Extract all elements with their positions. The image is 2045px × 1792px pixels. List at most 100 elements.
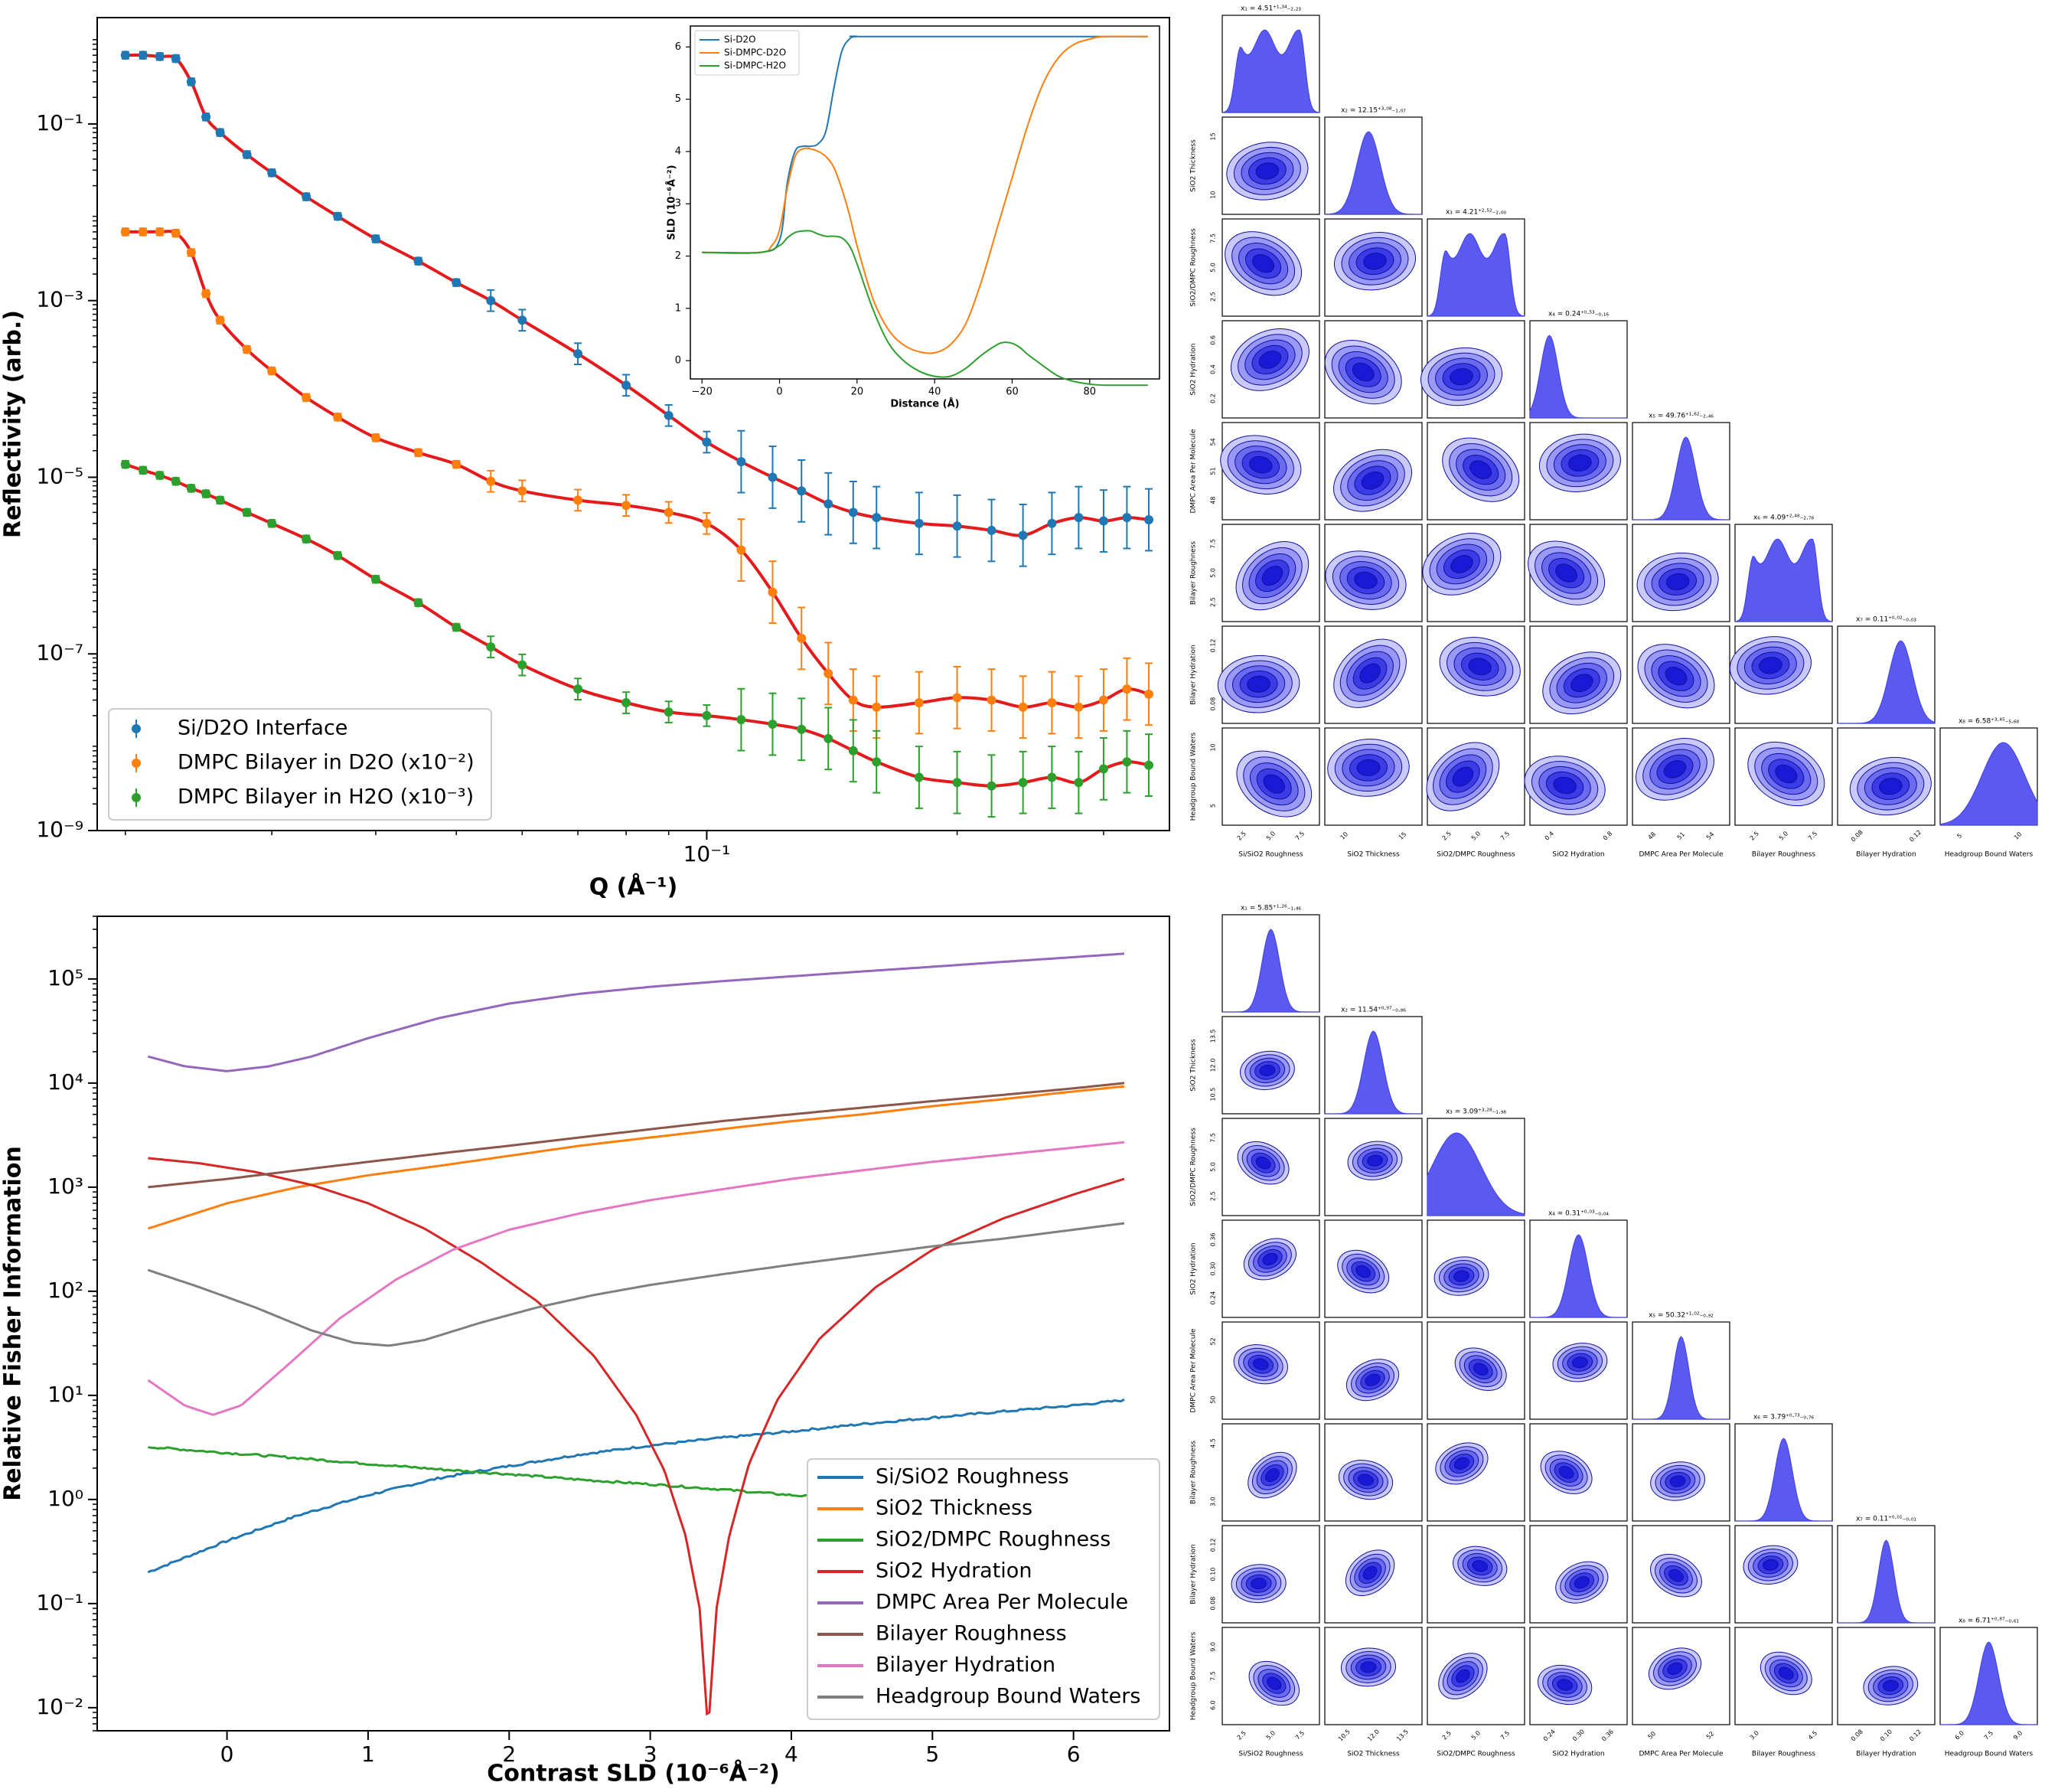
fisher-chart: 10⁵ 10⁴ 10³ 10² 10¹ 10⁰ 10⁻¹ 10⁻² 0 1 2 3 4 5 6 Contras… — [0, 916, 1160, 1787]
corner-x-axis-label: DMPC Area Per Molecule — [1639, 1751, 1724, 1758]
corner-ytick-label: 50 — [1210, 1396, 1217, 1404]
corner-x-axis-label: Si/SiO2 Roughness — [1238, 1751, 1303, 1758]
marker — [120, 51, 130, 60]
marginal-histogram: x₆ = 3.79⁺⁰·⁷³₋₀.₇₆ — [1734, 1414, 1833, 1522]
marker — [768, 720, 778, 730]
corner-xtick-label: 2.5 — [1236, 1729, 1248, 1741]
contour-level — [1453, 1457, 1469, 1470]
marker — [573, 495, 583, 505]
corner-x-axis-label: SiO2 Thickness — [1347, 1751, 1400, 1758]
marker — [186, 483, 196, 493]
corner-xtick-label: 5.0 — [1778, 830, 1789, 841]
contour-level — [1878, 777, 1903, 795]
contour-level — [1358, 1474, 1374, 1486]
corner-xtick-label: 7.5 — [1294, 830, 1306, 841]
data-point — [736, 518, 746, 582]
fisher-line-5 — [148, 1082, 1125, 1189]
density-fill — [1735, 1438, 1832, 1522]
density-fill — [1940, 1641, 2037, 1725]
reflectivity-ytick-label: 10⁻⁹ — [36, 817, 83, 842]
corner-ytick-label: 4.5 — [1210, 1438, 1217, 1448]
contour-level — [1775, 764, 1798, 784]
corner-xtick-label: 5 — [1955, 832, 1963, 840]
data-point — [952, 665, 962, 730]
marker — [573, 684, 583, 694]
contour-level — [1252, 254, 1275, 273]
contour-panel — [1729, 625, 1833, 724]
data-point — [848, 719, 858, 783]
marker — [413, 598, 423, 608]
data-point — [242, 344, 252, 354]
corner-x-axis-label: Bilayer Hydration — [1856, 851, 1916, 859]
corner-ytick-label: 7.5 — [1210, 539, 1217, 549]
marginal-histogram: x₆ = 4.09⁺²·⁴⁸₋₂.₇₈ — [1734, 514, 1833, 622]
legend-entry: SiO2 Thickness — [876, 1497, 1032, 1520]
data-point — [171, 228, 181, 238]
marginal-histogram: x₄ = 0.31⁺⁰·⁰³₋₀.₀₄ — [1529, 1210, 1628, 1318]
contour-panel: Bilayer Hydration 0.12 0.08 — [1190, 625, 1320, 724]
data-point — [702, 511, 712, 535]
data-point — [413, 598, 423, 608]
marker — [370, 432, 380, 442]
marker — [486, 295, 496, 305]
density-fill — [1939, 742, 2038, 826]
marker — [120, 227, 130, 237]
marker — [242, 508, 252, 517]
marker — [824, 499, 833, 509]
marker — [155, 471, 165, 481]
contour-panel: Bilayer Roughness 7.5 5.0 2.5 — [1190, 524, 1320, 622]
contour-panel — [1427, 1321, 1525, 1420]
marginal-title: x₅ = 49.76⁺¹·⁶²₋₂.₄₆ — [1649, 413, 1714, 420]
corner-xtick-label: 13.5 — [1395, 1728, 1410, 1743]
legend-marker — [132, 759, 141, 768]
contour-level — [1267, 1676, 1282, 1690]
sld-line-1 — [702, 35, 1148, 354]
data-point — [1047, 671, 1057, 735]
legend-entry: Si/D2O Interface — [178, 716, 347, 740]
marker — [797, 486, 807, 496]
corner-xtick-label: 5.0 — [1265, 1729, 1277, 1741]
corner-ytick-label: 3.0 — [1210, 1497, 1217, 1506]
marker — [1018, 530, 1028, 540]
corner-ytick-label: 5.0 — [1210, 263, 1217, 273]
fisher-line-6 — [147, 1141, 1125, 1416]
sld-legend: Si-D2O Si-DMPC-D2O Si-DMPC-H2O — [694, 30, 800, 76]
contour-level — [1453, 1270, 1469, 1282]
marginal-histogram: x₅ = 50.32⁺¹·⁰²₋₀.₉₂ — [1632, 1312, 1730, 1420]
corner-x-axis-label: SiO2 Hydration — [1552, 1751, 1604, 1758]
density-fill — [1324, 131, 1422, 215]
sld-ytick-label: 1 — [675, 302, 681, 314]
data-point — [914, 746, 924, 809]
marker — [413, 256, 423, 266]
data-point — [370, 234, 380, 244]
data-point — [1018, 675, 1028, 739]
marker — [452, 278, 462, 288]
marker — [1074, 513, 1084, 523]
marker — [1047, 772, 1057, 782]
contour-panel — [1632, 524, 1730, 622]
contour-panel: Headgroup Bound Waters 9.0 7.5 6.0 Si/SiO2 R… — [1190, 1627, 1320, 1758]
corner-xtick-label: 6.0 — [1954, 1729, 1965, 1741]
corner-x-axis-label: SiO2 Hydration — [1552, 851, 1604, 859]
data-point — [621, 374, 631, 397]
marker — [1098, 516, 1108, 526]
marginal-histogram: x₇ = 0.11⁺⁰·⁰¹₋₀.₀₁ — [1837, 1516, 1936, 1624]
corner-ytick-label: 7.5 — [1210, 1671, 1217, 1681]
contour-panel: SiO2/DMPC Roughness 2.5 5.0 7.5 — [1426, 727, 1525, 859]
sld-inset-chart: 0 1 2 3 4 5 6 −20 0 20 40 60 80 Distance (Å) SLD (10⁻⁶… — [666, 25, 1160, 410]
marginal-title: x₇ = 0.11⁺⁰·⁰¹₋₀.₀₁ — [1856, 1516, 1916, 1523]
data-point — [914, 671, 924, 735]
contour-level — [1574, 1576, 1590, 1589]
sld-xtick-label: 20 — [851, 387, 864, 398]
marker — [1144, 689, 1154, 699]
marginal-title: x₆ = 3.79⁺⁰·⁷³₋₀.₇₆ — [1753, 1414, 1814, 1422]
fisher-ytick-label: 10⁻¹ — [36, 1590, 83, 1615]
corner-xtick-label: 0.08 — [1850, 1728, 1864, 1743]
sld-line-2 — [702, 230, 1148, 387]
contour-level — [1667, 1662, 1683, 1675]
data-point — [1144, 662, 1154, 726]
reflectivity-ytick-label: 10⁻⁵ — [36, 463, 83, 488]
contour-panel — [1427, 625, 1525, 724]
corner-xtick-label: 12.0 — [1366, 1728, 1381, 1743]
corner-xtick-label: 15 — [1398, 831, 1408, 841]
